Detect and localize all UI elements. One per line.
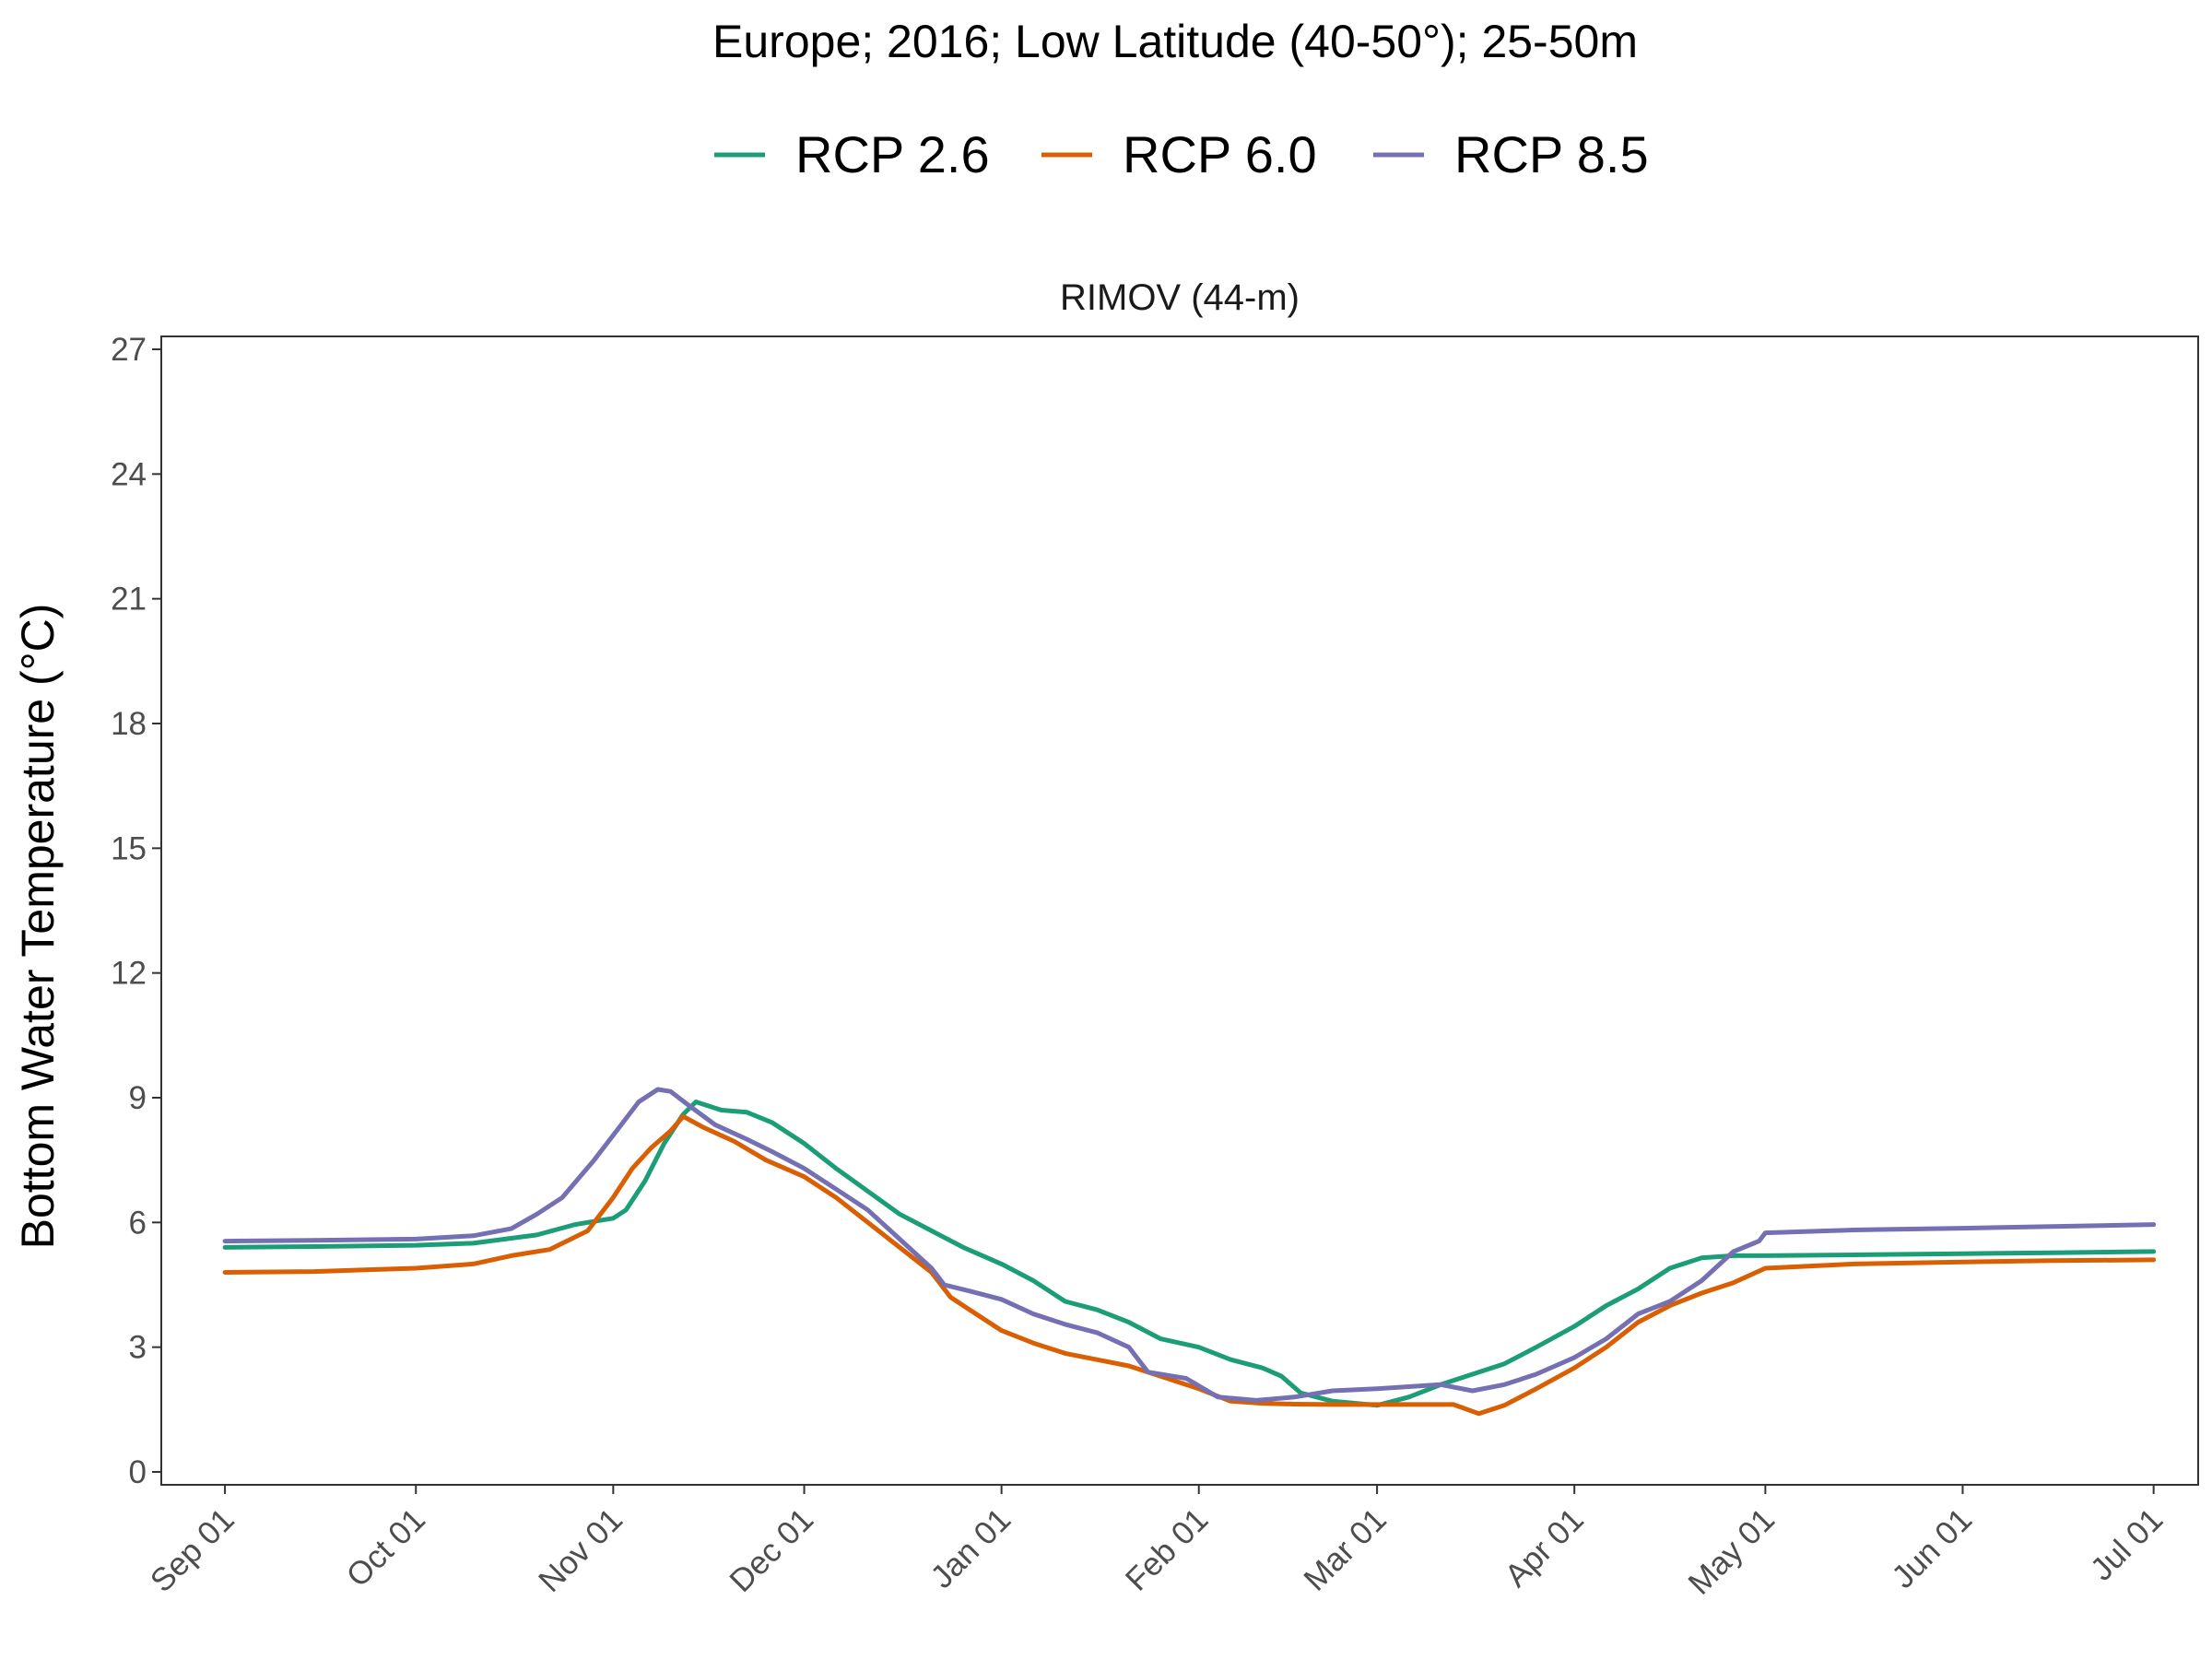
y-tick-label: 6 [129, 1205, 147, 1241]
panel-title: RIMOV (44-m) [1060, 277, 1300, 318]
x-tick-label: Nov 01 [532, 1501, 629, 1599]
y-tick-label: 15 [111, 830, 147, 866]
legend: RCP 2.6 RCP 6.0 RCP 8.5 [714, 125, 1649, 183]
y-tick-label: 9 [129, 1080, 147, 1116]
legend-label-2: RCP 6.0 [1123, 125, 1317, 183]
y-tick-label: 3 [129, 1330, 147, 1366]
y-tick-label: 18 [111, 706, 147, 742]
x-tick-label: Apr 01 [1498, 1501, 1590, 1594]
y-axis: 0 3 6 9 12 15 18 21 24 27 [111, 332, 161, 1490]
y-tick-label: 24 [111, 456, 147, 492]
legend-label-3: RCP 8.5 [1454, 125, 1649, 183]
x-axis: Sep 01 Oct 01 Nov 01 Dec 01 Jan 01 Feb 01 Mar … [144, 1485, 2171, 1602]
x-tick-label: Mar 01 [1297, 1501, 1394, 1598]
x-tick-label: Jun 01 [1885, 1501, 1979, 1595]
y-tick-label: 12 [111, 956, 147, 992]
series-line-3 [222, 1087, 2157, 1403]
y-axis-label: Bottom Water Temperature (°C) [12, 604, 64, 1250]
y-tick-label: 27 [111, 332, 147, 368]
y-tick-label: 0 [129, 1454, 147, 1490]
x-tick-label: May 01 [1681, 1501, 1782, 1602]
x-tick-label: Dec 01 [723, 1501, 820, 1599]
legend-label-1: RCP 2.6 [795, 125, 990, 183]
x-tick-label: Sep 01 [144, 1501, 241, 1599]
x-tick-label: Jan 01 [924, 1501, 1018, 1595]
plot-area [222, 1087, 2157, 1417]
x-tick-label: Jul 01 [2084, 1501, 2171, 1588]
x-tick-label: Oct 01 [339, 1501, 431, 1594]
series-line-2 [222, 1113, 2157, 1417]
series-line-1 [222, 1100, 2157, 1408]
y-tick-label: 21 [111, 582, 147, 618]
panel-border [160, 335, 2199, 1486]
chart-title: Europe; 2016; Low Latitude (40-50°); 25-… [712, 16, 1638, 67]
x-tick-label: Feb 01 [1119, 1501, 1216, 1598]
